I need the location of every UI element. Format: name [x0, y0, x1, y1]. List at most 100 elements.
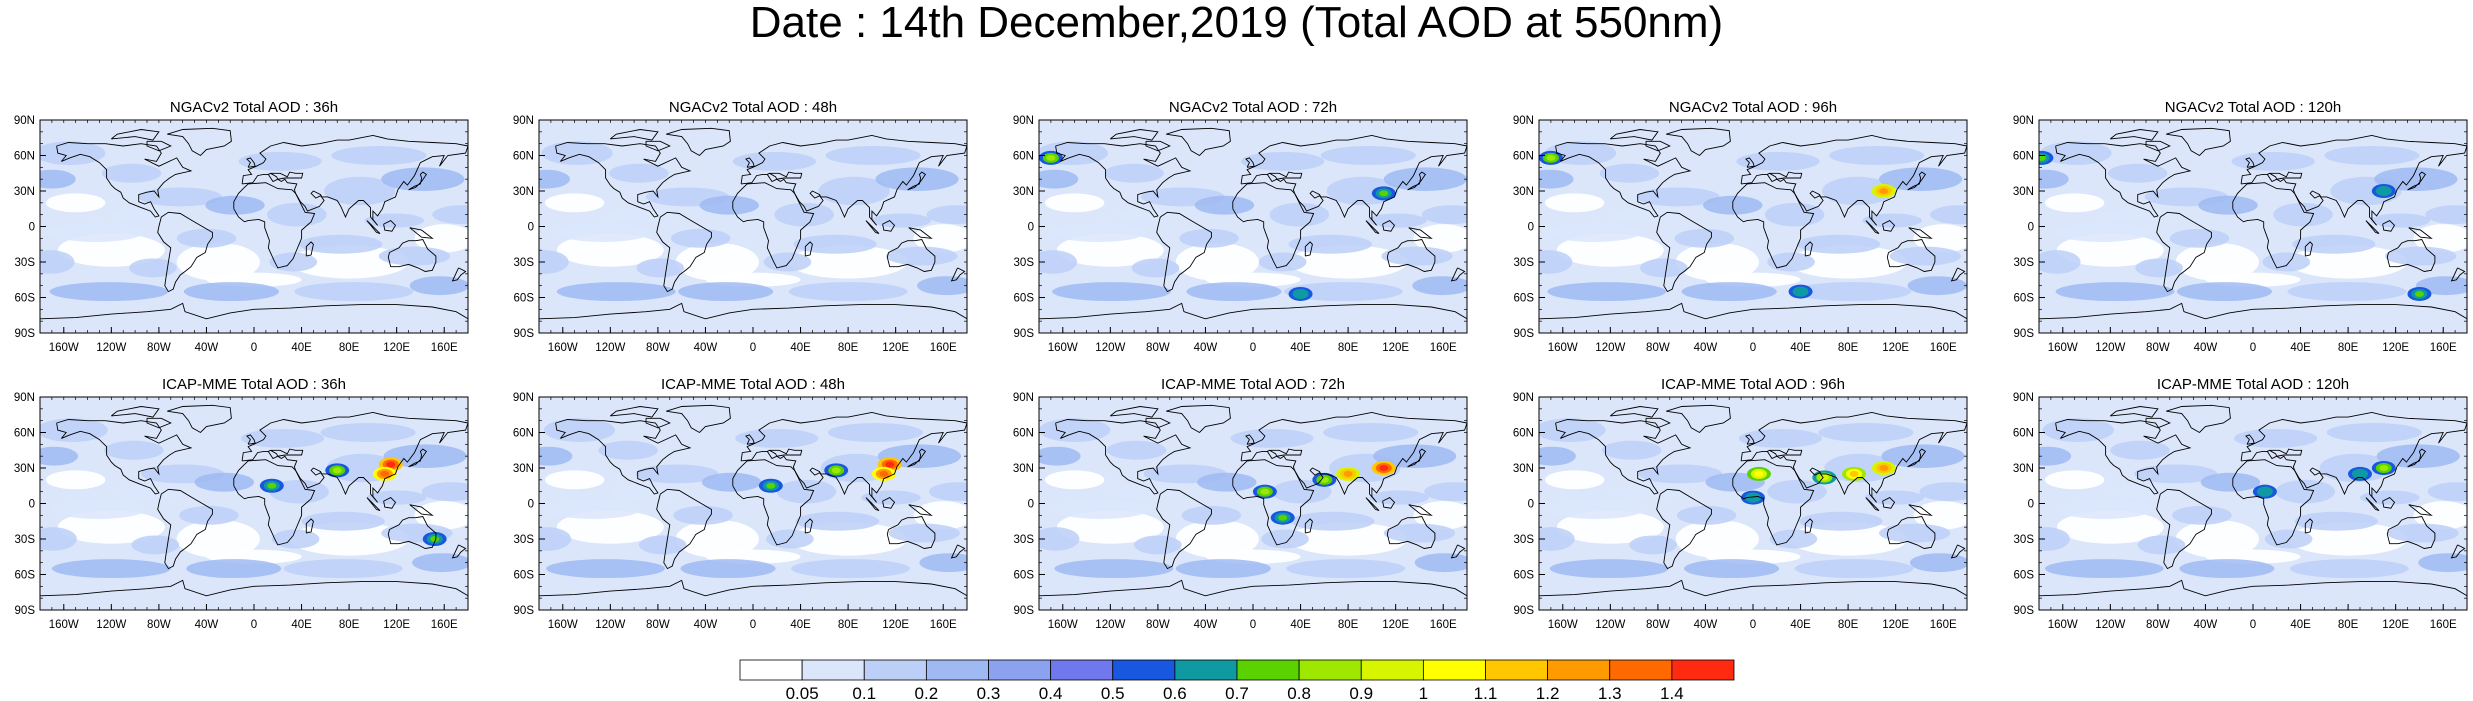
lon-tick-label: 40W: [1194, 619, 1218, 631]
lat-tick-label: 60S: [1514, 293, 1535, 305]
lon-tick-label: 120E: [882, 619, 909, 631]
aod-hotspot: [1039, 150, 1063, 165]
lat-tick-label: 90N: [513, 392, 534, 404]
lon-tick-label: 120W: [595, 619, 625, 631]
map-panel: ICAP-MME Total AOD : 96h 90N 60N 30N 0 30S 60S…: [1513, 376, 1968, 631]
aod-hotspot: [1270, 510, 1295, 525]
panel-title: ICAP-MME Total AOD : 120h: [2157, 376, 2349, 393]
lon-tick-label: 80W: [147, 342, 171, 354]
lon-tick-label: 120W: [1095, 619, 1125, 631]
lat-tick-label: 90N: [2013, 392, 2034, 404]
lon-tick-label: 160W: [1548, 342, 1578, 354]
lon-tick-label: 160W: [1048, 342, 1078, 354]
aod-hotspot: [2039, 150, 2054, 165]
colorbar: 0.05 0.1 0.2 0.3 0.4 0.5 0.6 0.7 0.8 0.9 1 1.1 1.2 1.…: [739, 659, 1735, 701]
lon-tick-label: 120W: [1595, 342, 1625, 354]
lon-tick-label: 120E: [1882, 619, 1909, 631]
lon-tick-label: 80W: [646, 342, 670, 354]
aod-hotspot: [2348, 466, 2372, 481]
lat-tick-label: 90N: [1513, 392, 1534, 404]
lon-tick-label: 0: [1750, 342, 1756, 354]
coastlines: [1539, 127, 1967, 320]
coastlines: [2039, 127, 2467, 320]
panel-title: ICAP-MME Total AOD : 36h: [162, 376, 346, 393]
coastlines: [40, 404, 468, 597]
map-panel: ICAP-MME Total AOD : 36h 90N 60N 30N 0 30S 60S…: [14, 376, 469, 631]
coastlines: [539, 404, 967, 597]
lat-tick-label: 30S: [2014, 257, 2035, 269]
lat-tick-label: 30S: [1014, 257, 1035, 269]
colorbar-swatch: [1671, 659, 1735, 681]
aod-hotspot: [422, 532, 447, 546]
colorbar-swatch: [1174, 659, 1238, 681]
aod-hotspot: [871, 466, 896, 481]
lat-tick-label: 30N: [1013, 186, 1034, 198]
lat-tick-label: 90S: [514, 328, 535, 340]
lon-tick-label: 80W: [1646, 342, 1670, 354]
aod-hotspot: [1371, 186, 1396, 201]
lon-tick-label: 160W: [49, 342, 79, 354]
colorbar-swatch: [1547, 659, 1611, 681]
colorbar-swatch: [863, 659, 927, 681]
lon-tick-label: 40E: [291, 619, 312, 631]
lat-tick-label: 90S: [2014, 605, 2035, 617]
lon-tick-label: 40W: [694, 342, 718, 354]
lon-tick-label: 160E: [930, 619, 957, 631]
lon-tick-label: 160W: [1048, 619, 1078, 631]
colorbar-swatch: [1422, 659, 1486, 681]
colorbar-swatch: [1609, 659, 1673, 681]
lon-tick-label: 0: [1250, 342, 1256, 354]
lat-tick-label: 90S: [1014, 605, 1035, 617]
lat-tick-label: 90N: [1013, 115, 1034, 127]
lon-tick-label: 80E: [339, 619, 360, 631]
panel-title: NGACv2 Total AOD : 48h: [669, 99, 837, 116]
lon-tick-label: 40W: [2194, 342, 2218, 354]
lon-tick-label: 160E: [2430, 619, 2457, 631]
lat-tick-label: 60S: [1014, 570, 1035, 582]
lon-tick-label: 40E: [790, 342, 811, 354]
lon-tick-label: 0: [251, 342, 257, 354]
lat-tick-label: 0: [528, 499, 534, 511]
aod-hotspot: [1788, 284, 1813, 299]
lat-tick-label: 90S: [1514, 328, 1535, 340]
map-panel: NGACv2 Total AOD : 96h 90N 60N 30N 0 30S 60S 90…: [1513, 99, 1968, 354]
lon-tick-label: 160W: [1548, 619, 1578, 631]
lon-tick-label: 40W: [1194, 342, 1218, 354]
lon-tick-label: 80E: [2338, 619, 2359, 631]
lon-tick-label: 80W: [1646, 619, 1670, 631]
colorbar-label: 0.3: [977, 684, 1001, 701]
lat-tick-label: 30N: [1513, 463, 1534, 475]
lon-tick-label: 120E: [2382, 342, 2409, 354]
colorbar-label: 1.2: [1536, 684, 1560, 701]
lat-tick-label: 60S: [514, 570, 535, 582]
lon-tick-label: 80W: [2146, 342, 2170, 354]
lon-tick-label: 40W: [1694, 619, 1718, 631]
panel-title: ICAP-MME Total AOD : 96h: [1661, 376, 1845, 393]
lon-tick-label: 0: [251, 619, 257, 631]
colorbar-label: 0.8: [1287, 684, 1311, 701]
lat-tick-label: 90N: [14, 115, 35, 127]
lat-tick-label: 30S: [2014, 534, 2035, 546]
aod-hotspot: [2371, 184, 2396, 198]
coastlines: [1039, 404, 1467, 597]
lon-tick-label: 160E: [1430, 619, 1457, 631]
colorbar-swatch: [1050, 659, 1114, 681]
aod-hotspot: [1741, 490, 1765, 505]
aod-hotspot: [1871, 461, 1896, 475]
lon-tick-label: 40E: [291, 342, 312, 354]
lat-tick-label: 60S: [1014, 293, 1035, 305]
lat-tick-label: 60N: [1513, 428, 1534, 440]
lat-tick-label: 90S: [2014, 328, 2035, 340]
panel-title: NGACv2 Total AOD : 96h: [1669, 99, 1837, 116]
lat-tick-label: 0: [1028, 222, 1034, 234]
lat-tick-label: 30N: [1513, 186, 1534, 198]
aod-hotspot: [1288, 286, 1313, 301]
lat-tick-label: 30N: [1013, 463, 1034, 475]
lat-tick-label: 30N: [513, 186, 534, 198]
lat-tick-label: 90N: [1513, 115, 1534, 127]
coastlines: [40, 127, 468, 320]
colorbar-label: 1.3: [1598, 684, 1622, 701]
lon-tick-label: 160E: [431, 619, 458, 631]
colorbar-label: 1: [1419, 684, 1428, 701]
lon-tick-label: 40W: [694, 619, 718, 631]
